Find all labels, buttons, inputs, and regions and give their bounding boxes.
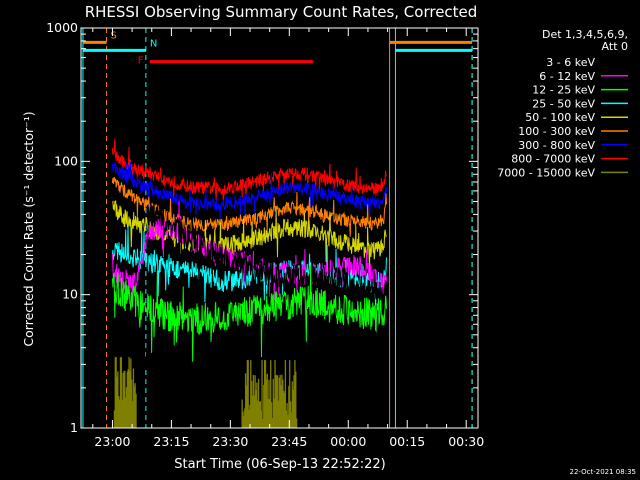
series-line — [112, 200, 387, 269]
observing-flag-label: S — [111, 30, 117, 41]
axes: 1 10 100 1000 23:00 23:15 23:30 23:45 00:00 00:15… — [46, 20, 484, 449]
plot-area: S NF — [82, 28, 473, 428]
x-tick-label: 23:00 — [94, 434, 130, 449]
x-tick-label: 00:00 — [330, 434, 366, 449]
legend-entry-label: 3 - 6 keV — [546, 56, 595, 69]
series-line — [111, 138, 387, 206]
series-line — [111, 201, 387, 306]
x-tick-label: 23:15 — [153, 434, 189, 449]
observing-flag-label: N — [150, 38, 157, 49]
legend-header: Att 0 — [602, 40, 628, 53]
y-tick-label: 100 — [54, 153, 78, 168]
legend-entry-label: 7000 - 15000 keV — [497, 166, 595, 179]
y-tick-label: 10 — [62, 287, 78, 302]
x-axis-label: Start Time (06-Sep-13 22:52:22) — [174, 457, 385, 472]
legend-header: Det 1,3,4,5,6,9, — [542, 28, 628, 41]
series-line — [111, 264, 387, 362]
timestamp: 22-Oct-2021 08:35 — [570, 468, 636, 476]
observing-flag-label: F — [138, 56, 144, 67]
legend-entry-label: 12 - 25 keV — [532, 84, 595, 97]
legend-entry-label: 6 - 12 keV — [539, 70, 595, 83]
legend-entry-label: 300 - 800 keV — [518, 139, 595, 152]
legend-entry-label: 50 - 100 keV — [525, 111, 595, 124]
legend-entry-label: 800 - 7000 keV — [511, 153, 595, 166]
chart-title: RHESSI Observing Summary Count Rates, Co… — [85, 3, 478, 21]
x-tick-label: 00:30 — [448, 434, 484, 449]
x-tick-label: 23:30 — [212, 434, 248, 449]
x-tick-label: 00:15 — [389, 434, 425, 449]
series-line — [111, 161, 387, 221]
series-line — [111, 193, 387, 371]
x-tick-label: 23:45 — [271, 434, 307, 449]
y-tick-label: 1 — [70, 420, 78, 435]
y-tick-label: 1000 — [46, 20, 78, 35]
plot-frame — [80, 27, 479, 429]
legend-entry-label: 100 - 300 keV — [518, 125, 595, 138]
legend-entry-label: 25 - 50 keV — [532, 97, 595, 110]
y-axis-label: Corrected Count Rate (s⁻¹ detector⁻¹) — [21, 111, 36, 346]
